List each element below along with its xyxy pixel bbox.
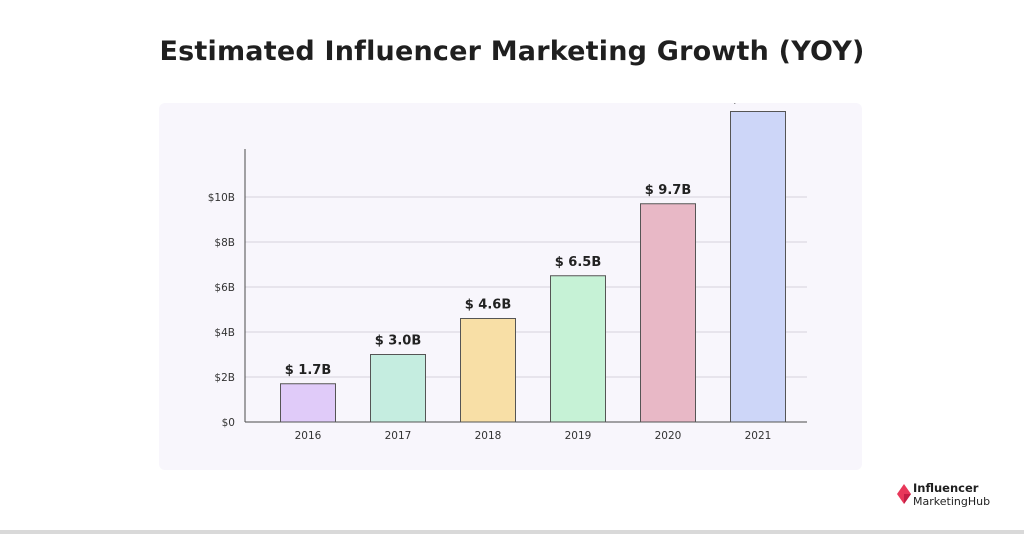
x-tick-label: 2017 <box>385 430 412 442</box>
bottom-divider <box>0 530 1024 534</box>
y-tick-label: $6B <box>214 282 235 294</box>
y-tick-label: $2B <box>214 372 235 384</box>
influencer-marketing-hub-logo[interactable]: Influencer MarketingHub <box>897 481 1017 511</box>
y-tick-label: $4B <box>214 327 235 339</box>
logo-text-line2: MarketingHub <box>913 495 991 508</box>
chart-card: $0 $2B $4B $6B $8B $10B $ 1.7B 2016 $ 3.0B 2017 $ … <box>159 103 862 470</box>
x-tick-label: 2021 <box>745 430 772 442</box>
logo-diamond-icon <box>897 484 911 504</box>
x-tick-label: 2020 <box>655 430 682 442</box>
bar-value-label: $ 13.8B <box>730 103 786 106</box>
bar-value-label: $ 6.5B <box>555 255 602 270</box>
bar <box>280 383 336 423</box>
grid-lines <box>245 196 807 378</box>
bars <box>280 111 786 423</box>
x-tick-label: 2018 <box>475 430 502 442</box>
page-title: Estimated Influencer Marketing Growth (Y… <box>159 36 865 67</box>
logo-text-line1: Influencer <box>913 481 979 495</box>
bar-value-label: $ 3.0B <box>375 334 422 349</box>
bar <box>370 354 426 423</box>
bar <box>460 318 516 423</box>
y-tick-label: $10B <box>208 192 235 204</box>
x-tick-label: 2019 <box>565 430 592 442</box>
y-tick-label: $8B <box>214 237 235 249</box>
x-tick-label: 2016 <box>295 430 322 442</box>
bar <box>550 275 606 423</box>
bar <box>640 203 696 423</box>
bar <box>730 111 786 423</box>
labels: $0 $2B $4B $6B $8B $10B $ 1.7B 2016 $ 3.0B 2017 $ … <box>208 103 786 442</box>
bar-value-label: $ 4.6B <box>465 298 512 313</box>
bar-value-label: $ 9.7B <box>645 183 692 198</box>
bar-value-label: $ 1.7B <box>285 363 332 378</box>
y-tick-label: $0 <box>222 417 235 429</box>
axes <box>244 149 807 423</box>
bar-chart: $0 $2B $4B $6B $8B $10B $ 1.7B 2016 $ 3.0B 2017 $ … <box>208 103 807 442</box>
